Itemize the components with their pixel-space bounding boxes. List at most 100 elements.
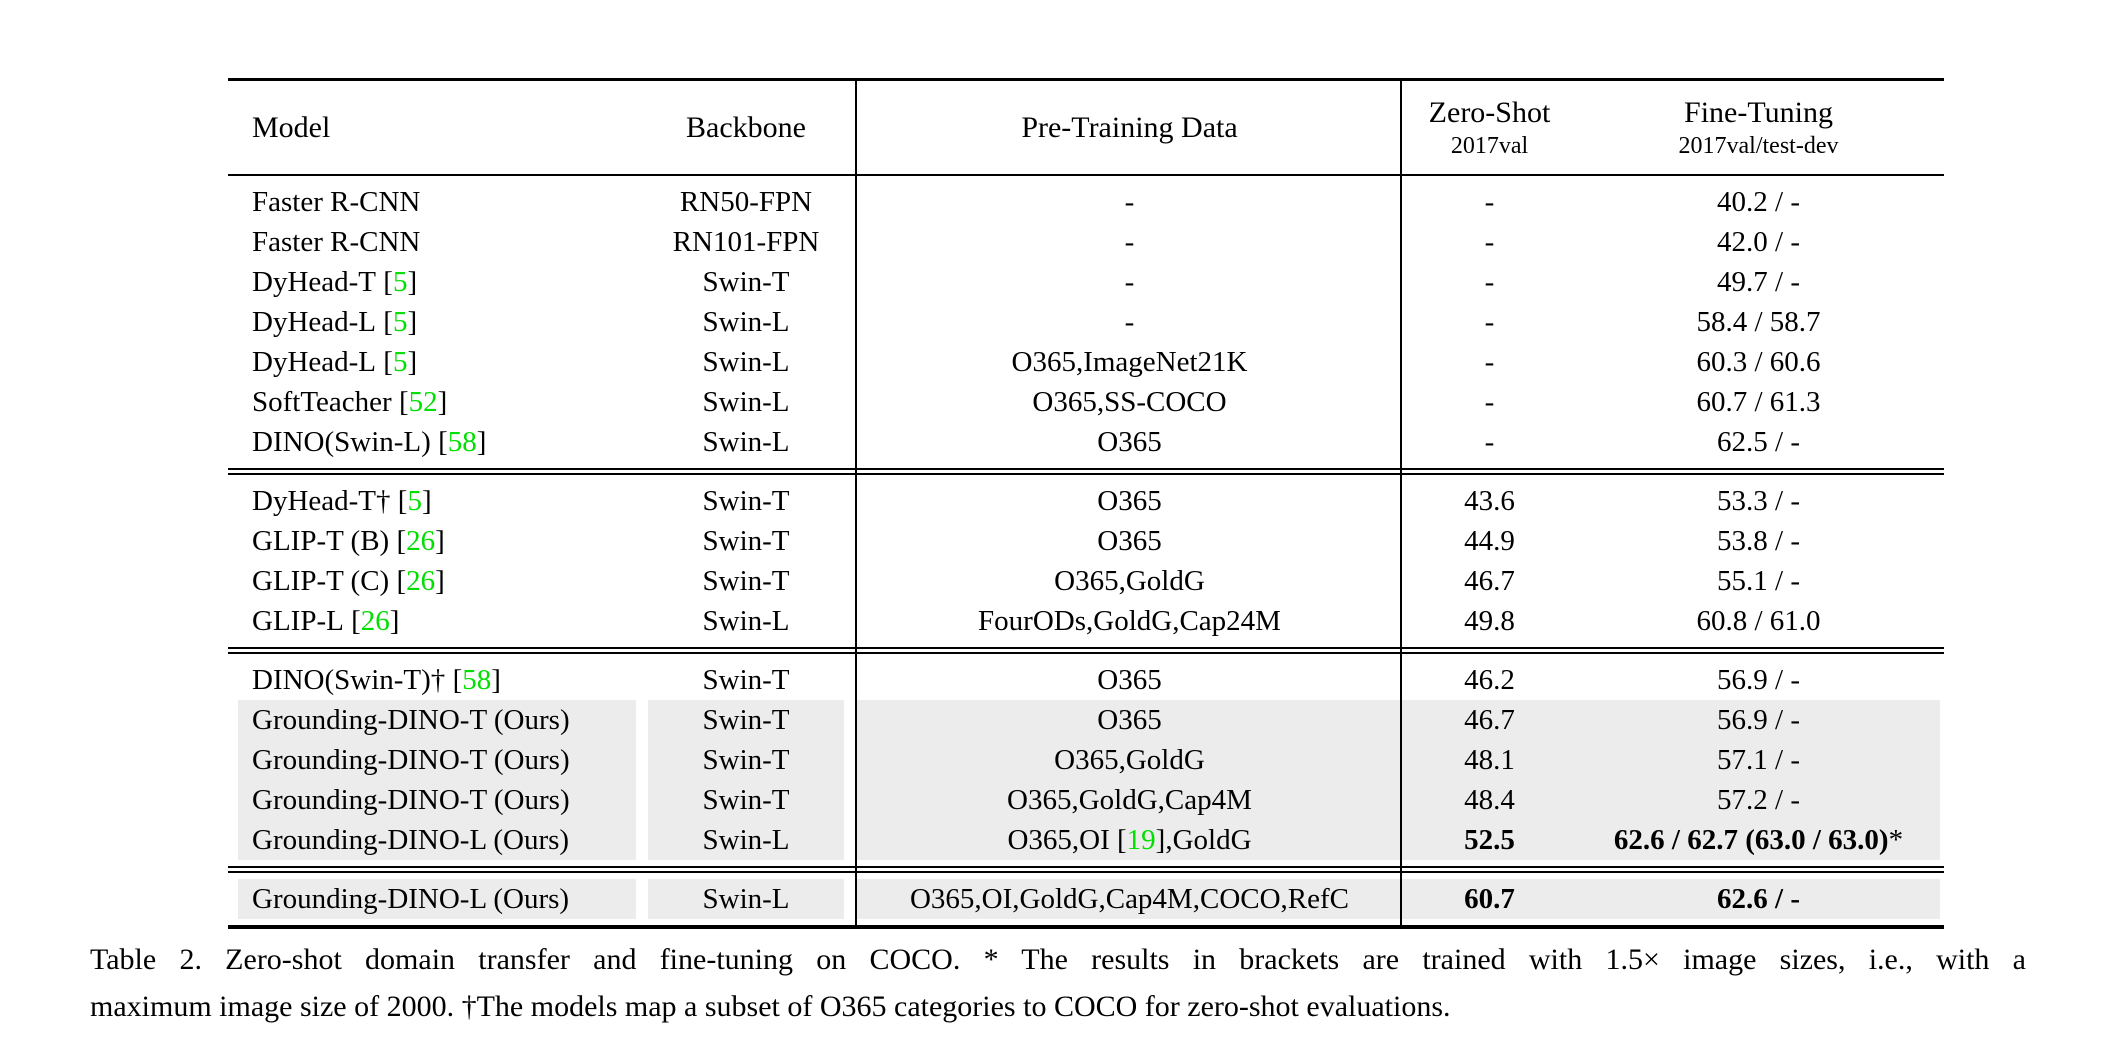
cell-model: DINO(Swin-T)† [58]	[238, 660, 636, 700]
header-finetune-sublabel: 2017val/test-dev	[1678, 133, 1839, 159]
table-section: Grounding-DINO-L (Ours) Swin-L O365,OI,G…	[228, 873, 1944, 925]
table-row: SoftTeacher [52] Swin-L O365,SS-COCO - 6…	[228, 382, 1944, 422]
zeroshot-value: -	[1484, 265, 1495, 298]
cell-pretrain: O365	[857, 700, 1402, 740]
citation-ref[interactable]: 26	[360, 604, 390, 637]
cell-finetune: 57.2 / -	[1577, 780, 1940, 820]
finetune-value: 62.5 / -	[1717, 425, 1800, 458]
zeroshot-value: 46.7	[1464, 703, 1515, 736]
header-finetune: Fine-Tuning 2017val/test-dev	[1577, 81, 1940, 174]
citation-ref[interactable]: 26	[406, 524, 436, 557]
pretrain-data: -	[1124, 225, 1135, 258]
citation-bracket-close: ]	[407, 345, 418, 378]
finetune-value: 57.1 / -	[1717, 743, 1800, 776]
finetune-value: 57.2 / -	[1717, 783, 1800, 816]
table-row: Grounding-DINO-T (Ours) Swin-T O365,Gold…	[228, 740, 1944, 780]
cell-finetune: 55.1 / -	[1577, 561, 1940, 601]
cell-backbone: Swin-T	[648, 780, 844, 820]
citation-bracket-close: ]	[407, 305, 418, 338]
cell-pretrain: O365,SS-COCO	[857, 382, 1402, 422]
zeroshot-value: 49.8	[1464, 604, 1515, 637]
caption-line-1: Table 2. Zero-shot domain transfer and f…	[90, 943, 2026, 976]
citation-bracket-open: [	[376, 345, 393, 378]
finetune-value: 62.6 / 62.7 (63.0 / 63.0)	[1613, 823, 1889, 856]
model-name: Grounding-DINO-L (Ours)	[252, 882, 570, 915]
pretrain-data: -	[1124, 265, 1135, 298]
cell-zeroshot: 46.7	[1402, 561, 1577, 601]
cell-pretrain: O365	[857, 481, 1402, 521]
cell-pretrain: O365,OI,GoldG,Cap4M,COCO,RefC	[857, 879, 1402, 919]
backbone-value: RN50-FPN	[679, 185, 813, 218]
cell-finetune: 53.3 / -	[1577, 481, 1940, 521]
citation-bracket-close: ]	[435, 524, 445, 557]
cell-model: DyHead-T [5]	[238, 262, 636, 302]
backbone-value: Swin-L	[702, 882, 790, 915]
cell-model: DyHead-L [5]	[238, 342, 636, 382]
pretrain-data: O365	[1097, 703, 1162, 736]
cell-zeroshot: 48.4	[1402, 780, 1577, 820]
zeroshot-value: 46.2	[1464, 663, 1515, 696]
cell-model: Grounding-DINO-T (Ours)	[238, 740, 636, 780]
backbone-value: Swin-L	[702, 823, 790, 856]
model-name: Grounding-DINO-T (Ours)	[252, 743, 570, 776]
header-pretrain-label: Pre-Training Data	[1021, 110, 1238, 144]
header-backbone: Backbone	[648, 81, 844, 174]
table-body: Faster R-CNN RN50-FPN - - 40.2 / - Faste…	[228, 176, 1944, 925]
cell-pretrain: O365	[857, 521, 1402, 561]
pretrain-data: O365	[1097, 663, 1162, 696]
cell-pretrain: FourODs,GoldG,Cap24M	[857, 601, 1402, 641]
cell-zeroshot: 48.1	[1402, 740, 1577, 780]
finetune-value: 56.9 / -	[1717, 703, 1800, 736]
citation-ref[interactable]: 5	[407, 484, 422, 517]
table-row: DINO(Swin-L) [58] Swin-L O365 - 62.5 / -	[228, 422, 1944, 462]
cell-finetune: 60.3 / 60.6	[1577, 342, 1940, 382]
citation-ref[interactable]: 52	[408, 385, 438, 418]
citation-ref[interactable]: 26	[406, 564, 436, 597]
table-row: Grounding-DINO-L (Ours) Swin-L O365,OI […	[228, 820, 1944, 860]
zeroshot-value: 60.7	[1464, 882, 1515, 915]
cell-zeroshot: 44.9	[1402, 521, 1577, 561]
table-caption: Table 2. Zero-shot domain transfer and f…	[90, 936, 2026, 1030]
citation-ref[interactable]: 5	[392, 345, 408, 378]
cell-zeroshot: -	[1402, 342, 1577, 382]
citation-bracket-open: [	[389, 564, 407, 597]
pretrain-data: FourODs,GoldG,Cap24M	[978, 604, 1281, 637]
citation-bracket-close: ]	[476, 425, 487, 458]
cell-pretrain: O365,ImageNet21K	[857, 342, 1402, 382]
citation-ref[interactable]: 58	[462, 663, 492, 696]
backbone-value: Swin-L	[702, 305, 790, 338]
table-row: Grounding-DINO-T (Ours) Swin-T O365 46.7…	[228, 700, 1944, 740]
finetune-value: 49.7 / -	[1717, 265, 1800, 298]
cell-pretrain: O365	[857, 660, 1402, 700]
cell-model: GLIP-L [26]	[238, 601, 636, 641]
model-name: DyHead-T†	[252, 484, 391, 517]
cell-zeroshot: -	[1402, 382, 1577, 422]
cell-backbone: RN101-FPN	[648, 222, 844, 262]
cell-pretrain: O365	[857, 422, 1402, 462]
backbone-value: Swin-T	[702, 663, 790, 696]
citation-ref[interactable]: 58	[447, 425, 477, 458]
backbone-value: Swin-L	[702, 425, 790, 458]
citation-ref[interactable]: 5	[392, 305, 408, 338]
cell-backbone: Swin-T	[648, 660, 844, 700]
cell-backbone: Swin-T	[648, 561, 844, 601]
cell-model: Grounding-DINO-T (Ours)	[238, 700, 636, 740]
cell-pretrain: -	[857, 182, 1402, 222]
citation-bracket-open: [	[389, 524, 407, 557]
citation-ref[interactable]: 19	[1126, 823, 1156, 856]
pretrain-data: O365	[1097, 484, 1162, 517]
table-row: DyHead-L [5] Swin-L - - 58.4 / 58.7	[228, 302, 1944, 342]
cell-pretrain: -	[857, 302, 1402, 342]
cell-model: Grounding-DINO-L (Ours)	[238, 879, 636, 919]
table-row: Faster R-CNN RN50-FPN - - 40.2 / -	[228, 182, 1944, 222]
citation-bracket-close: ]	[389, 604, 400, 637]
backbone-value: Swin-L	[702, 604, 790, 637]
zeroshot-value: -	[1484, 225, 1495, 258]
zeroshot-value: 52.5	[1464, 823, 1515, 856]
caption-line-2: maximum image size of 2000. †The models …	[90, 990, 1451, 1023]
model-name: DyHead-T	[252, 265, 377, 298]
cell-finetune: 57.1 / -	[1577, 740, 1940, 780]
table-row: DyHead-T† [5] Swin-T O365 43.6 53.3 / -	[228, 481, 1944, 521]
citation-ref[interactable]: 5	[392, 265, 408, 298]
